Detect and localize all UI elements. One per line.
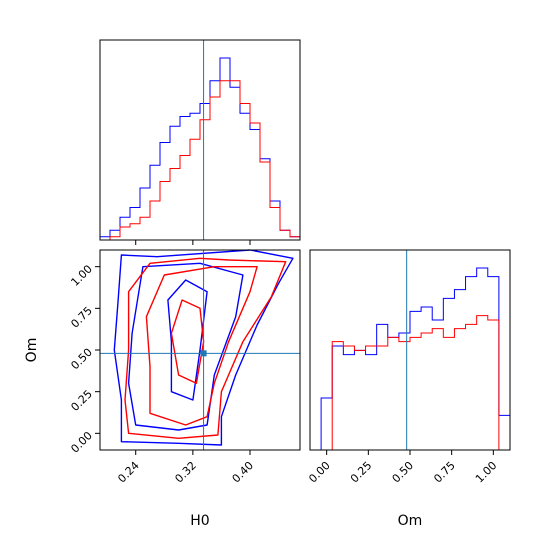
om-histogram-series-1 <box>310 267 510 451</box>
contour-ytick-label-1: 0.00 <box>68 429 95 456</box>
h0-histogram-panel <box>99 39 301 245</box>
om-xtick-label-1: 0.00 <box>306 459 333 486</box>
contour-ytick-label-2: 0.25 <box>68 387 95 414</box>
x-axis-label-h0: H0 <box>190 513 209 529</box>
contour-series-1-level-2 <box>127 262 244 431</box>
contour-xtick-label-2: 0.32 <box>172 459 199 486</box>
om-histogram-series-2 <box>310 315 510 451</box>
contour-panel: 0.24 0.32 0.40 0.00 0.25 0.50 0.75 1.00 H0 Om <box>24 249 301 529</box>
contour-series-2-level-1 <box>124 257 287 439</box>
om-xtick-label-5: 1.00 <box>473 459 500 486</box>
contour-ytick-label-4: 0.75 <box>68 304 95 331</box>
contour-truth-marker <box>200 350 207 357</box>
om-xtick-label-2: 0.25 <box>348 459 375 486</box>
contour-ytick-label-5: 1.00 <box>68 262 95 289</box>
h0-histogram-frame <box>99 39 301 241</box>
contour-series-2-level-3 <box>170 299 205 384</box>
y-axis-label-om: Om <box>24 338 40 363</box>
om-histogram-frame <box>309 249 511 451</box>
om-xtick-label-4: 0.75 <box>431 459 458 486</box>
contour-ytick-label-3: 0.50 <box>68 346 95 373</box>
om-histogram-panel: 0.00 0.25 0.50 0.75 1.00 Om <box>306 249 511 529</box>
contour-xtick-label-3: 0.40 <box>230 459 257 486</box>
x-axis-label-om: Om <box>398 513 423 529</box>
contour-xtick-label-1: 0.24 <box>115 459 142 486</box>
h0-histogram-series-2 <box>100 80 301 241</box>
contour-series-1-level-1 <box>113 249 294 446</box>
h0-histogram-series-1 <box>99 57 301 240</box>
om-xtick-label-3: 0.50 <box>390 459 417 486</box>
contour-series-1-level-3 <box>167 279 208 401</box>
